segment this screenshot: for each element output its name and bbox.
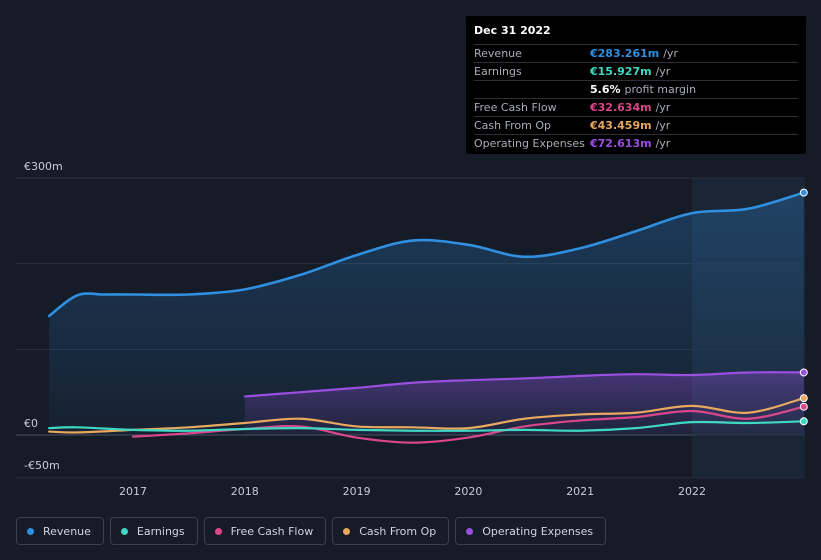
tooltip-row-value: €15.927m [590,65,652,78]
tooltip-row-label [474,81,590,98]
tooltip-row-unit: profit margin [624,83,697,96]
legend-item-revenue[interactable]: Revenue [16,517,104,545]
tooltip-row-label: Free Cash Flow [474,101,557,114]
legend-dot-icon [27,527,34,535]
tooltip-row-label: Operating Expenses [474,137,585,150]
legend-item-free-cash-flow[interactable]: Free Cash Flow [203,517,327,545]
series-layer [47,188,808,444]
legend-dot-icon [214,527,222,535]
tooltip-row-value: €72.613m [590,137,652,150]
tooltip-row-label: Revenue [474,47,522,60]
earnings-end-marker [799,417,808,426]
tooltip-date: Dec 31 2022 [474,24,798,45]
revenue-line [47,191,806,318]
legend-item-cash-from-op[interactable]: Cash From Op [332,517,450,545]
operating-expenses-area [244,372,804,435]
tooltip-row-value: 5.6% [590,83,621,96]
tooltip-row-label: Earnings [474,65,522,78]
legend-dot-icon [120,527,128,535]
axis-layer: €300m €0 -€50m 2017 2018 2019 2020 2021 2022 [24,160,706,498]
legend-item-earnings[interactable]: Earnings [109,517,198,545]
x-tick-label: 2021 [566,485,594,498]
tooltip-row-unit: /yr [655,119,671,132]
legend-item-operating-expenses[interactable]: Operating Expenses [455,517,607,545]
earnings-line [48,420,805,432]
cash-from-op-line [48,397,805,434]
operating-expenses-line [243,371,805,398]
tooltip-row-value: €32.634m [590,101,652,114]
x-tick-label: 2017 [119,485,147,498]
y-tick-label: €0 [24,417,38,430]
tooltip-row: Operating Expenses €72.613m/yr [474,135,798,152]
chart-area: €300m €0 -€50m 2017 2018 2019 2020 2021 2022 [16,160,808,498]
legend-dot-icon [343,527,351,535]
x-tick-label: 2019 [343,485,371,498]
legend-label: Cash From Op [359,524,437,538]
tooltip-row-unit: /yr [655,65,671,78]
legend-label: Earnings [136,524,185,538]
legend: Revenue Earnings Free Cash Flow Cash From O… [16,517,612,545]
tooltip-row: 5.6% profit margin [474,81,798,99]
tooltip-row-unit: /yr [655,101,671,114]
tooltip-row: Revenue €283.261m/yr [474,45,798,63]
tooltip-row-value: €283.261m [590,47,660,60]
legend-label: Free Cash Flow [230,524,314,538]
tooltip-row: Cash From Op €43.459m/yr [474,117,798,135]
x-tick-label: 2020 [454,485,482,498]
tooltip-row: Free Cash Flow €32.634m/yr [474,99,798,117]
operating-expenses-end-marker [799,368,808,377]
revenue-end-marker [799,188,808,197]
free-cash-flow-end-marker [799,402,808,411]
y-tick-label: -€50m [24,459,60,472]
tooltip-row-value: €43.459m [590,119,652,132]
y-tick-label: €300m [24,160,63,173]
legend-dot-icon [466,527,474,535]
tooltip-panel: Dec 31 2022 Revenue €283.261m/yr Earnings €… [466,16,806,154]
x-tick-label: 2022 [678,485,706,498]
tooltip-row-unit: /yr [655,137,671,150]
x-tick-label: 2018 [231,485,259,498]
tooltip-row-unit: /yr [663,47,678,60]
tooltip-row: Earnings €15.927m/yr [474,63,798,81]
tooltip-row-label: Cash From Op [474,119,552,132]
legend-label: Operating Expenses [482,524,594,538]
legend-label: Revenue [43,524,91,538]
cash-from-op-end-marker [799,394,808,403]
